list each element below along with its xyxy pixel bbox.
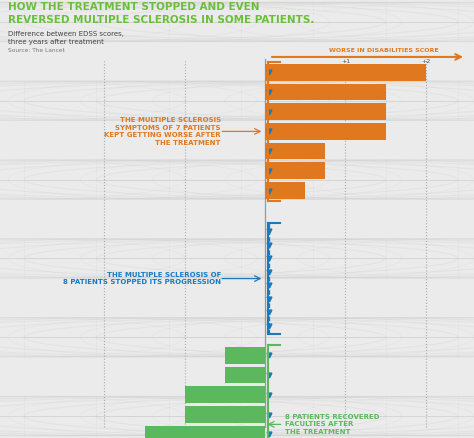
Text: THE MULTIPLE SCLEROSIS
SYMPTOMS OF 7 PATIENTS
KEPT GETTING WORSE AFTER
THE TREAT: THE MULTIPLE SCLEROSIS SYMPTOMS OF 7 PAT… (104, 117, 221, 146)
Bar (265, 143, 325, 159)
Bar (145, 426, 265, 438)
Bar (225, 347, 265, 364)
Bar (185, 406, 265, 423)
Text: +2: +2 (421, 59, 430, 64)
Bar (225, 367, 265, 383)
Bar (265, 64, 426, 81)
Text: THE MULTIPLE SCLEROSIS OF
8 PATIENTS STOPPED ITS PROGRESSION: THE MULTIPLE SCLEROSIS OF 8 PATIENTS STO… (63, 272, 221, 286)
Bar (265, 123, 386, 140)
Text: HOW THE TREATMENT STOPPED AND EVEN: HOW THE TREATMENT STOPPED AND EVEN (8, 2, 260, 12)
Bar (265, 103, 386, 120)
Text: REVERSED MULTIPLE SCLEROSIS IN SOME PATIENTS.: REVERSED MULTIPLE SCLEROSIS IN SOME PATI… (8, 15, 314, 25)
Bar (265, 84, 386, 100)
Bar (265, 162, 325, 179)
Bar (185, 386, 265, 403)
Bar (265, 182, 305, 199)
Text: Source: The Lancet: Source: The Lancet (8, 48, 65, 53)
Text: Difference between EDSS scores,
three years after treatment: Difference between EDSS scores, three ye… (8, 31, 124, 45)
Text: +1: +1 (341, 59, 350, 64)
Text: WORSE IN DISABILITIES SCORE: WORSE IN DISABILITIES SCORE (329, 48, 439, 53)
Text: 8 PATIENTS RECOVERED
FACULTIES AFTER
THE TREATMENT: 8 PATIENTS RECOVERED FACULTIES AFTER THE… (285, 413, 380, 435)
